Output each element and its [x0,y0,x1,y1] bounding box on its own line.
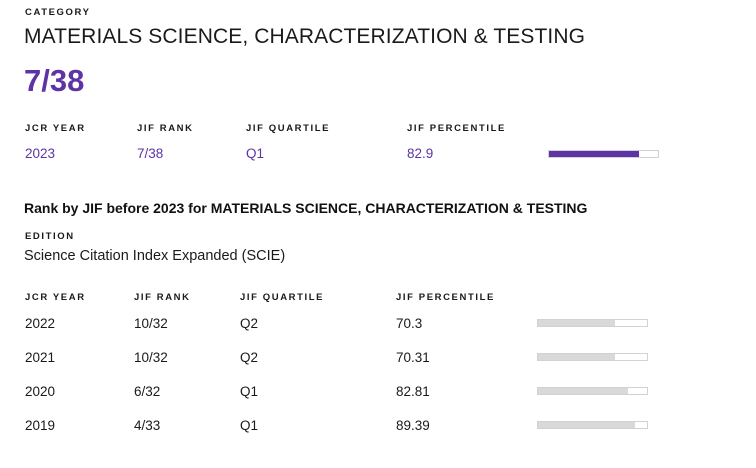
history-header-rank: JIF RANK [134,292,191,303]
row-quartile: Q2 [240,350,259,365]
history-header-percentile: JIF PERCENTILE [396,292,495,303]
row-percentile: 89.39 [396,418,430,433]
row-rank: 4/33 [134,418,161,433]
category-label: CATEGORY [25,7,91,18]
row-year: 2021 [25,350,56,365]
row-percentile-bar-fill [538,422,636,428]
current-percentile: 82.9 [407,146,434,161]
row-percentile-bar [537,353,648,361]
row-rank: 10/32 [134,350,168,365]
row-percentile: 70.31 [396,350,430,365]
history-header-quartile: JIF QUARTILE [240,292,325,303]
category-title: MATERIALS SCIENCE, CHARACTERIZATION & TE… [24,25,586,48]
row-quartile: Q2 [240,316,259,331]
row-rank: 6/32 [134,384,161,399]
row-percentile-bar [537,319,648,327]
current-percentile-bar [548,150,659,158]
current-header-year: JCR YEAR [25,123,86,134]
row-quartile: Q1 [240,418,259,433]
row-percentile-bar-fill [538,320,615,326]
row-percentile-bar-fill [538,354,615,360]
current-rank: 7/38 [137,146,164,161]
history-heading: Rank by JIF before 2023 for MATERIALS SC… [24,200,588,216]
current-quartile: Q1 [246,146,265,161]
row-quartile: Q1 [240,384,259,399]
row-percentile: 82.81 [396,384,430,399]
current-header-percentile: JIF PERCENTILE [407,123,506,134]
current-percentile-bar-fill [549,151,640,157]
current-year: 2023 [25,146,56,161]
current-header-rank: JIF RANK [137,123,194,134]
row-percentile: 70.3 [396,316,423,331]
row-year: 2019 [25,418,56,433]
row-percentile-bar [537,421,648,429]
row-year: 2022 [25,316,56,331]
row-year: 2020 [25,384,56,399]
row-rank: 10/32 [134,316,168,331]
category-rank: 7/38 [24,63,85,98]
edition-label: EDITION [25,231,75,242]
history-header-year: JCR YEAR [25,292,86,303]
row-percentile-bar-fill [538,388,629,394]
row-percentile-bar [537,387,648,395]
edition-value: Science Citation Index Expanded (SCIE) [24,248,286,264]
current-header-quartile: JIF QUARTILE [246,123,331,134]
